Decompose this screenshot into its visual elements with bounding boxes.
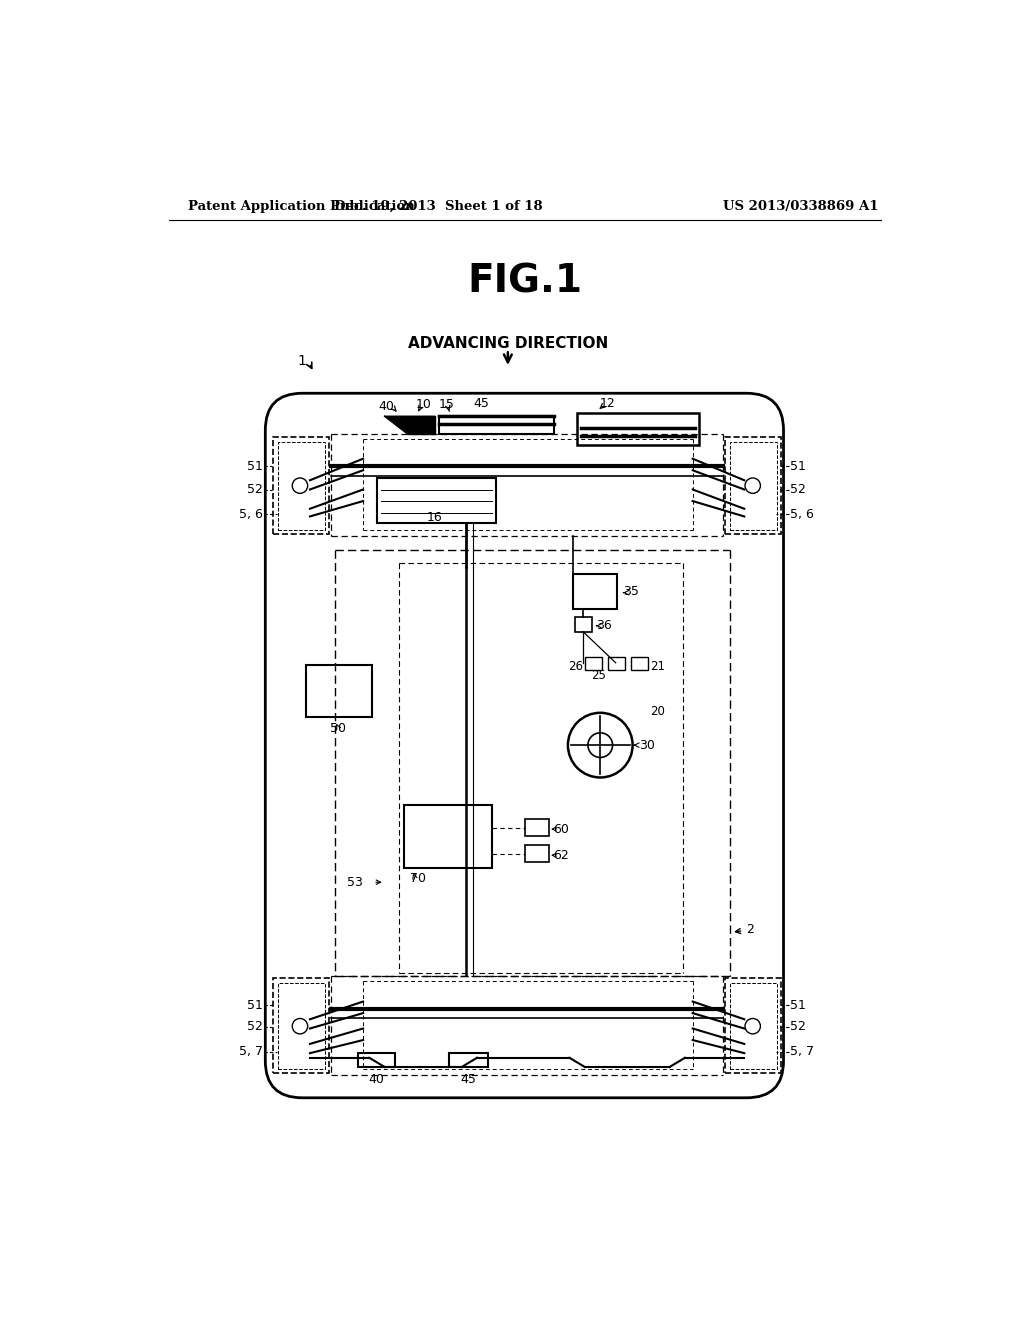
Text: 40: 40 bbox=[378, 400, 394, 413]
Text: US 2013/0338869 A1: US 2013/0338869 A1 bbox=[723, 199, 879, 213]
Bar bbox=[306, 665, 372, 718]
Text: FIG.1: FIG.1 bbox=[467, 263, 583, 301]
Bar bbox=[578, 413, 698, 445]
Text: 45: 45 bbox=[473, 397, 488, 409]
Text: 45: 45 bbox=[461, 1073, 476, 1086]
Text: 70: 70 bbox=[410, 871, 426, 884]
Bar bbox=[524, 845, 550, 862]
Text: 5, 6: 5, 6 bbox=[240, 508, 263, 520]
Bar bbox=[572, 574, 617, 609]
Circle shape bbox=[745, 478, 761, 494]
Text: 30: 30 bbox=[639, 739, 654, 751]
Circle shape bbox=[292, 478, 307, 494]
Bar bbox=[608, 656, 625, 671]
Text: 16: 16 bbox=[427, 511, 442, 524]
Text: 51: 51 bbox=[790, 459, 806, 473]
Text: Patent Application Publication: Patent Application Publication bbox=[188, 199, 415, 213]
Text: 51: 51 bbox=[247, 459, 263, 473]
Text: 15: 15 bbox=[438, 399, 455, 412]
Text: 52: 52 bbox=[790, 1020, 806, 1034]
Bar bbox=[273, 978, 330, 1073]
Text: 21: 21 bbox=[650, 660, 666, 673]
Bar bbox=[631, 656, 648, 671]
Text: 51: 51 bbox=[790, 999, 806, 1012]
Text: 2: 2 bbox=[746, 924, 755, 936]
Text: 50: 50 bbox=[331, 722, 346, 735]
Text: 26: 26 bbox=[568, 660, 584, 673]
Text: 5, 6: 5, 6 bbox=[790, 508, 813, 520]
Bar bbox=[438, 416, 554, 434]
Circle shape bbox=[568, 713, 633, 777]
Bar bbox=[585, 656, 602, 671]
Bar bbox=[524, 818, 550, 836]
Text: 52: 52 bbox=[790, 483, 806, 496]
Text: 53: 53 bbox=[347, 875, 364, 888]
Bar bbox=[725, 978, 781, 1073]
Text: 25: 25 bbox=[592, 669, 606, 682]
Bar bbox=[450, 1053, 487, 1067]
Bar bbox=[730, 442, 776, 529]
Bar bbox=[730, 983, 776, 1069]
Text: 5, 7: 5, 7 bbox=[239, 1045, 263, 1059]
Circle shape bbox=[588, 733, 612, 758]
FancyBboxPatch shape bbox=[265, 393, 783, 1098]
Bar bbox=[574, 616, 592, 632]
Text: 12: 12 bbox=[600, 397, 615, 409]
Text: 52: 52 bbox=[247, 1020, 263, 1034]
Bar bbox=[403, 805, 493, 869]
Text: 5, 7: 5, 7 bbox=[790, 1045, 814, 1059]
Text: 1: 1 bbox=[297, 354, 306, 368]
Text: 52: 52 bbox=[247, 483, 263, 496]
Bar bbox=[357, 1053, 394, 1067]
Bar bbox=[278, 983, 325, 1069]
Text: 10: 10 bbox=[415, 399, 431, 412]
Text: 20: 20 bbox=[650, 705, 666, 718]
Text: ADVANCING DIRECTION: ADVANCING DIRECTION bbox=[408, 335, 608, 351]
Bar bbox=[725, 437, 781, 535]
Text: 40: 40 bbox=[369, 1073, 384, 1086]
Bar bbox=[278, 442, 325, 529]
Circle shape bbox=[745, 1019, 761, 1034]
Text: 51: 51 bbox=[247, 999, 263, 1012]
Bar bbox=[273, 437, 330, 535]
Text: 36: 36 bbox=[596, 619, 611, 632]
Circle shape bbox=[292, 1019, 307, 1034]
Text: Dec. 19, 2013  Sheet 1 of 18: Dec. 19, 2013 Sheet 1 of 18 bbox=[334, 199, 543, 213]
Polygon shape bbox=[385, 416, 435, 434]
Text: 62: 62 bbox=[553, 849, 569, 862]
Text: 60: 60 bbox=[553, 822, 569, 836]
Text: 35: 35 bbox=[624, 585, 639, 598]
Bar bbox=[377, 478, 497, 523]
